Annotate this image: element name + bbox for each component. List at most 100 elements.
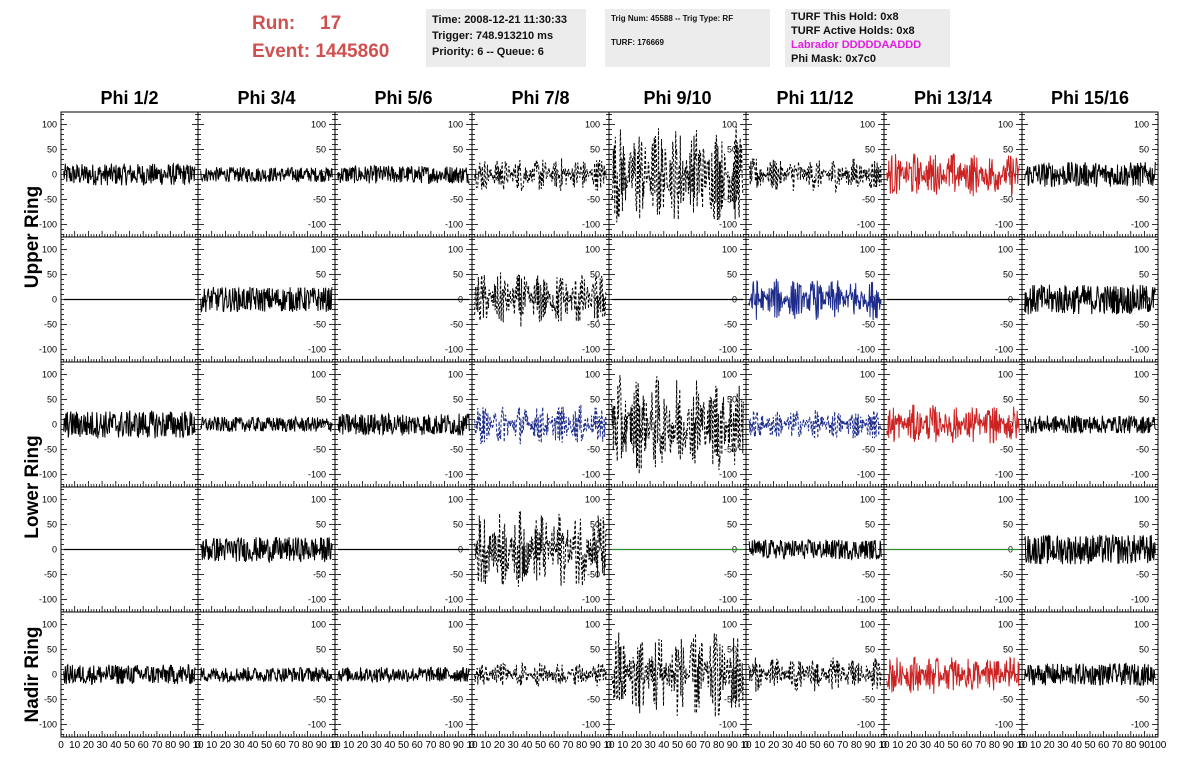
x-tick-label: 40 [247, 740, 259, 751]
y-tick-label: 100 [42, 120, 57, 130]
waveform-r3-c1 [63, 410, 196, 439]
y-tick-label: -50 [587, 195, 600, 205]
waveform-r1-c5 [611, 126, 744, 223]
y-tick-label: 100 [585, 620, 600, 630]
y-tick-label: 50 [453, 395, 463, 405]
x-tick-label: 80 [165, 740, 177, 751]
y-tick-label: -100 [719, 720, 737, 730]
time-info-box: Time: 2008-12-21 11:30:33 Trigger: 748.9… [426, 9, 586, 67]
y-tick-label: -100 [995, 220, 1013, 230]
waveform-r3-c4 [474, 404, 607, 445]
y-tick-label: 100 [860, 370, 875, 380]
x-tick-label: 30 [97, 740, 109, 751]
x-tick-label: 20 [631, 740, 643, 751]
y-tick-label: 0 [458, 420, 463, 430]
y-tick-label: 100 [448, 370, 463, 380]
waveform-r1-c7 [886, 153, 1020, 197]
y-tick-label: -50 [1000, 695, 1013, 705]
y-tick-label: 0 [52, 670, 57, 680]
y-tick-label: 50 [590, 520, 600, 530]
y-tick-label: 50 [1003, 395, 1013, 405]
column-header-4: Phi 7/8 [511, 88, 569, 108]
y-tick-label: 0 [52, 295, 57, 305]
y-tick-label: 0 [1144, 545, 1149, 555]
y-tick-label: -50 [1136, 695, 1149, 705]
y-tick-label: -100 [445, 720, 463, 730]
y-tick-label: -50 [724, 570, 737, 580]
y-tick-label: 50 [727, 395, 737, 405]
x-tick-label: 30 [1057, 740, 1069, 751]
y-tick-label: 50 [1139, 395, 1149, 405]
y-tick-label: -50 [1000, 320, 1013, 330]
x-tick-label: 20 [357, 740, 369, 751]
y-tick-label: 50 [1003, 520, 1013, 530]
y-tick-label: 100 [448, 620, 463, 630]
y-tick-label: 100 [722, 370, 737, 380]
y-tick-label: 100 [311, 245, 326, 255]
x-tick-label: 50 [947, 740, 959, 751]
y-tick-label: 50 [1003, 645, 1013, 655]
y-tick-label: -100 [308, 720, 326, 730]
x-tick-label: 50 [124, 740, 136, 751]
y-tick-label: 100 [998, 495, 1013, 505]
y-tick-label: 0 [732, 670, 737, 680]
x-tick-label: 0 [881, 740, 887, 751]
x-tick-label: 40 [110, 740, 122, 751]
y-tick-label: 50 [727, 145, 737, 155]
run-label: Run: [252, 13, 296, 34]
x-tick-label: 20 [83, 740, 95, 751]
waveform-r2-c6 [748, 278, 882, 321]
x-tick-label: 60 [412, 740, 424, 751]
turf-active-holds-text: TURF Active Holds: 0x8 [791, 25, 915, 37]
y-tick-label: -100 [857, 345, 875, 355]
y-tick-label: 100 [722, 495, 737, 505]
x-tick-label: 10 [69, 740, 81, 751]
x-tick-label: 60 [686, 740, 698, 751]
y-tick-label: -100 [719, 220, 737, 230]
column-header-5: Phi 9/10 [643, 88, 711, 108]
y-tick-label: -100 [857, 720, 875, 730]
x-tick-label: 90 [1003, 740, 1015, 751]
y-tick-label: 50 [1003, 270, 1013, 280]
labrador-text: Labrador DDDDDAADDD [791, 39, 922, 51]
y-tick-label: 100 [311, 370, 326, 380]
waveform-r5-c8 [1024, 662, 1156, 686]
y-tick-label: 50 [1139, 145, 1149, 155]
x-tick-label: 10 [878, 740, 890, 751]
x-tick-label: 30 [645, 740, 657, 751]
y-tick-label: 50 [865, 520, 875, 530]
x-tick-label: 50 [672, 740, 684, 751]
y-tick-label: -100 [857, 470, 875, 480]
y-tick-label: 50 [316, 520, 326, 530]
y-tick-label: 100 [585, 370, 600, 380]
y-tick-label: -50 [724, 320, 737, 330]
y-tick-label: 0 [52, 420, 57, 430]
y-tick-label: 100 [1134, 120, 1149, 130]
waveform-r3-c7 [886, 404, 1020, 444]
x-tick-label: 90 [727, 740, 739, 751]
y-tick-label: -50 [587, 445, 600, 455]
x-tick-label: 10 [343, 740, 355, 751]
y-tick-label: -100 [582, 720, 600, 730]
x-tick-label: 80 [851, 740, 863, 751]
y-tick-label: 100 [311, 495, 326, 505]
waveform-r2-c2 [200, 286, 333, 314]
x-tick-label: 10 [892, 740, 904, 751]
x-tick-label: 70 [1112, 740, 1124, 751]
waveform-r1-c1 [63, 162, 196, 186]
waveform-r5-c2 [200, 666, 333, 684]
y-tick-label: -100 [308, 220, 326, 230]
column-header-2: Phi 3/4 [237, 88, 295, 108]
waveform-r5-c3 [337, 666, 470, 684]
y-tick-label: -100 [445, 345, 463, 355]
y-tick-label: 100 [448, 495, 463, 505]
ring-label-2: Lower Ring [22, 435, 43, 538]
y-tick-label: 0 [52, 170, 57, 180]
x-tick-label: 50 [398, 740, 410, 751]
y-tick-label: 100 [860, 245, 875, 255]
column-header-1: Phi 1/2 [100, 88, 158, 108]
y-tick-label: -50 [313, 695, 326, 705]
y-tick-label: -100 [995, 595, 1013, 605]
y-tick-label: 100 [42, 245, 57, 255]
